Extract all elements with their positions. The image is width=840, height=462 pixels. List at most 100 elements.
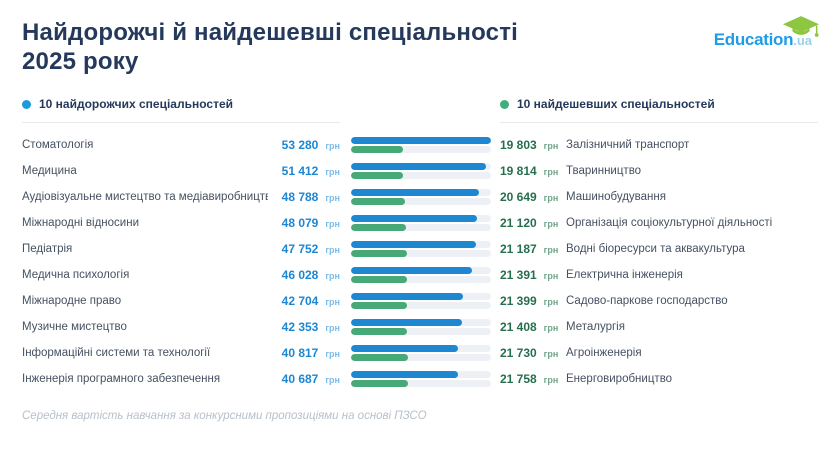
cheap-currency: грн bbox=[541, 271, 559, 281]
cheap-bar bbox=[351, 172, 404, 179]
expensive-bar bbox=[351, 345, 459, 352]
bar-stack bbox=[351, 371, 491, 387]
bar-stack bbox=[351, 189, 491, 205]
expensive-bar bbox=[351, 215, 478, 222]
expensive-value-cell: 48 788 грн bbox=[268, 188, 340, 206]
table-row: Міжнародне право 42 704 грн 21 399 грн С… bbox=[22, 288, 818, 314]
legend-cheap-label: 10 найдешевших спеціальностей bbox=[517, 97, 715, 111]
legend-expensive-label: 10 найдорожчих спеціальностей bbox=[39, 97, 233, 111]
bar-stack bbox=[351, 345, 491, 361]
cheap-bar-track bbox=[351, 172, 491, 179]
bar-cell bbox=[340, 189, 500, 205]
expensive-bar-track bbox=[351, 189, 491, 196]
blue-dot-icon bbox=[22, 99, 31, 109]
page-title-line2: 2025 року bbox=[22, 48, 139, 75]
logo-tld: .ua bbox=[793, 33, 812, 48]
cheap-currency: грн bbox=[541, 167, 559, 177]
table-row: Педіатрія 47 752 грн 21 187 грн Водні бі… bbox=[22, 236, 818, 262]
expensive-value: 48 079 bbox=[281, 216, 319, 230]
expensive-bar-track bbox=[351, 137, 491, 144]
cheap-value: 21 120 bbox=[500, 216, 537, 230]
expensive-bar bbox=[351, 137, 491, 144]
expensive-value: 48 788 bbox=[281, 190, 319, 204]
bar-stack bbox=[351, 215, 491, 231]
page-title: Найдорожчі й найдешевші спеціальності 20… bbox=[22, 18, 518, 76]
expensive-bar bbox=[351, 163, 487, 170]
cheap-value-cell: 19 803 грн bbox=[500, 136, 558, 154]
cheap-currency: грн bbox=[541, 297, 559, 307]
cheap-bar-track bbox=[351, 328, 491, 335]
cheap-value-cell: 21 391 грн bbox=[500, 266, 558, 284]
expensive-currency: грн bbox=[322, 167, 340, 177]
cheap-value-cell: 21 187 грн bbox=[500, 240, 558, 258]
expensive-currency: грн bbox=[322, 141, 340, 151]
table-row: Медицина 51 412 грн 19 814 грн Тваринниц… bbox=[22, 158, 818, 184]
cheap-label: Водні біоресурси та аквакультура bbox=[566, 243, 745, 255]
cheap-label: Садово-паркове господарство bbox=[566, 295, 728, 307]
cheap-value: 21 187 bbox=[500, 242, 537, 256]
education-ua-logo[interactable]: Education.ua bbox=[713, 16, 820, 50]
expensive-currency: грн bbox=[322, 349, 340, 359]
expensive-currency: грн bbox=[322, 297, 340, 307]
expensive-value-cell: 53 280 грн bbox=[268, 136, 340, 154]
expensive-label: Педіатрія bbox=[22, 243, 73, 255]
expensive-label: Стоматологія bbox=[22, 139, 94, 151]
cheap-label: Енерговиробництво bbox=[566, 373, 673, 385]
table-row: Інформаційні системи та технології 40 81… bbox=[22, 340, 818, 366]
legend-expensive: 10 найдорожчих спеціальностей bbox=[22, 97, 340, 123]
cheap-value-cell: 21 758 грн bbox=[500, 370, 558, 388]
expensive-value-cell: 40 687 грн bbox=[268, 370, 340, 388]
expensive-value: 51 412 bbox=[281, 164, 319, 178]
legend-cheap: 10 найдешевших спеціальностей bbox=[500, 97, 818, 123]
expensive-currency: грн bbox=[322, 193, 340, 203]
table-row: Міжнародні відносини 48 079 грн 21 120 г… bbox=[22, 210, 818, 236]
cheap-value: 21 730 bbox=[500, 346, 537, 360]
expensive-value: 42 704 bbox=[281, 294, 319, 308]
cheap-label: Організація соціокультурної діяльності bbox=[566, 217, 773, 229]
cheap-bar bbox=[351, 198, 406, 205]
expensive-value-cell: 46 028 грн bbox=[268, 266, 340, 284]
expensive-value: 46 028 bbox=[281, 268, 319, 282]
bar-stack bbox=[351, 163, 491, 179]
green-dot-icon bbox=[500, 99, 509, 109]
expensive-label: Інженерія програмного забезпечення bbox=[22, 373, 221, 385]
logo-wordmark: Education bbox=[713, 30, 794, 49]
table-row: Аудіовізуальне мистецтво та медіавиробни… bbox=[22, 184, 818, 210]
legend-row: 10 найдорожчих спеціальностей 10 найдеше… bbox=[0, 97, 840, 123]
cheap-bar-track bbox=[351, 146, 491, 153]
bar-cell bbox=[340, 163, 500, 179]
cheap-value-cell: 21 730 грн bbox=[500, 344, 558, 362]
cheap-currency: грн bbox=[541, 245, 559, 255]
expensive-value-cell: 40 817 грн bbox=[268, 344, 340, 362]
expensive-label: Медицина bbox=[22, 165, 77, 177]
cheap-bar bbox=[351, 146, 404, 153]
table-row: Медична психологія 46 028 грн 21 391 грн… bbox=[22, 262, 818, 288]
expensive-value: 47 752 bbox=[281, 242, 319, 256]
header: Найдорожчі й найдешевші спеціальності 20… bbox=[0, 0, 840, 76]
cheap-bar-track bbox=[351, 224, 491, 231]
cheap-value: 21 399 bbox=[500, 294, 537, 308]
cheap-value: 21 758 bbox=[500, 372, 537, 386]
cheap-label: Металургія bbox=[566, 321, 625, 333]
expensive-bar bbox=[351, 319, 463, 326]
bar-cell bbox=[340, 241, 500, 257]
expensive-label: Аудіовізуальне мистецтво та медіавиробни… bbox=[22, 191, 268, 203]
cheap-bar bbox=[351, 224, 407, 231]
cheap-bar bbox=[351, 380, 409, 387]
expensive-bar-track bbox=[351, 345, 491, 352]
expensive-currency: грн bbox=[322, 375, 340, 385]
bar-stack bbox=[351, 293, 491, 309]
expensive-value-cell: 42 353 грн bbox=[268, 318, 340, 336]
bar-cell bbox=[340, 345, 500, 361]
cheap-label: Залізничний транспорт bbox=[566, 139, 690, 151]
cheap-value: 20 649 bbox=[500, 190, 537, 204]
cheap-value-cell: 21 399 грн bbox=[500, 292, 558, 310]
cheap-bar-track bbox=[351, 380, 491, 387]
expensive-bar bbox=[351, 241, 477, 248]
cheap-bar bbox=[351, 302, 408, 309]
expensive-value-cell: 51 412 грн bbox=[268, 162, 340, 180]
expensive-currency: грн bbox=[322, 271, 340, 281]
bar-cell bbox=[340, 137, 500, 153]
bar-stack bbox=[351, 267, 491, 283]
cheap-bar-track bbox=[351, 276, 491, 283]
